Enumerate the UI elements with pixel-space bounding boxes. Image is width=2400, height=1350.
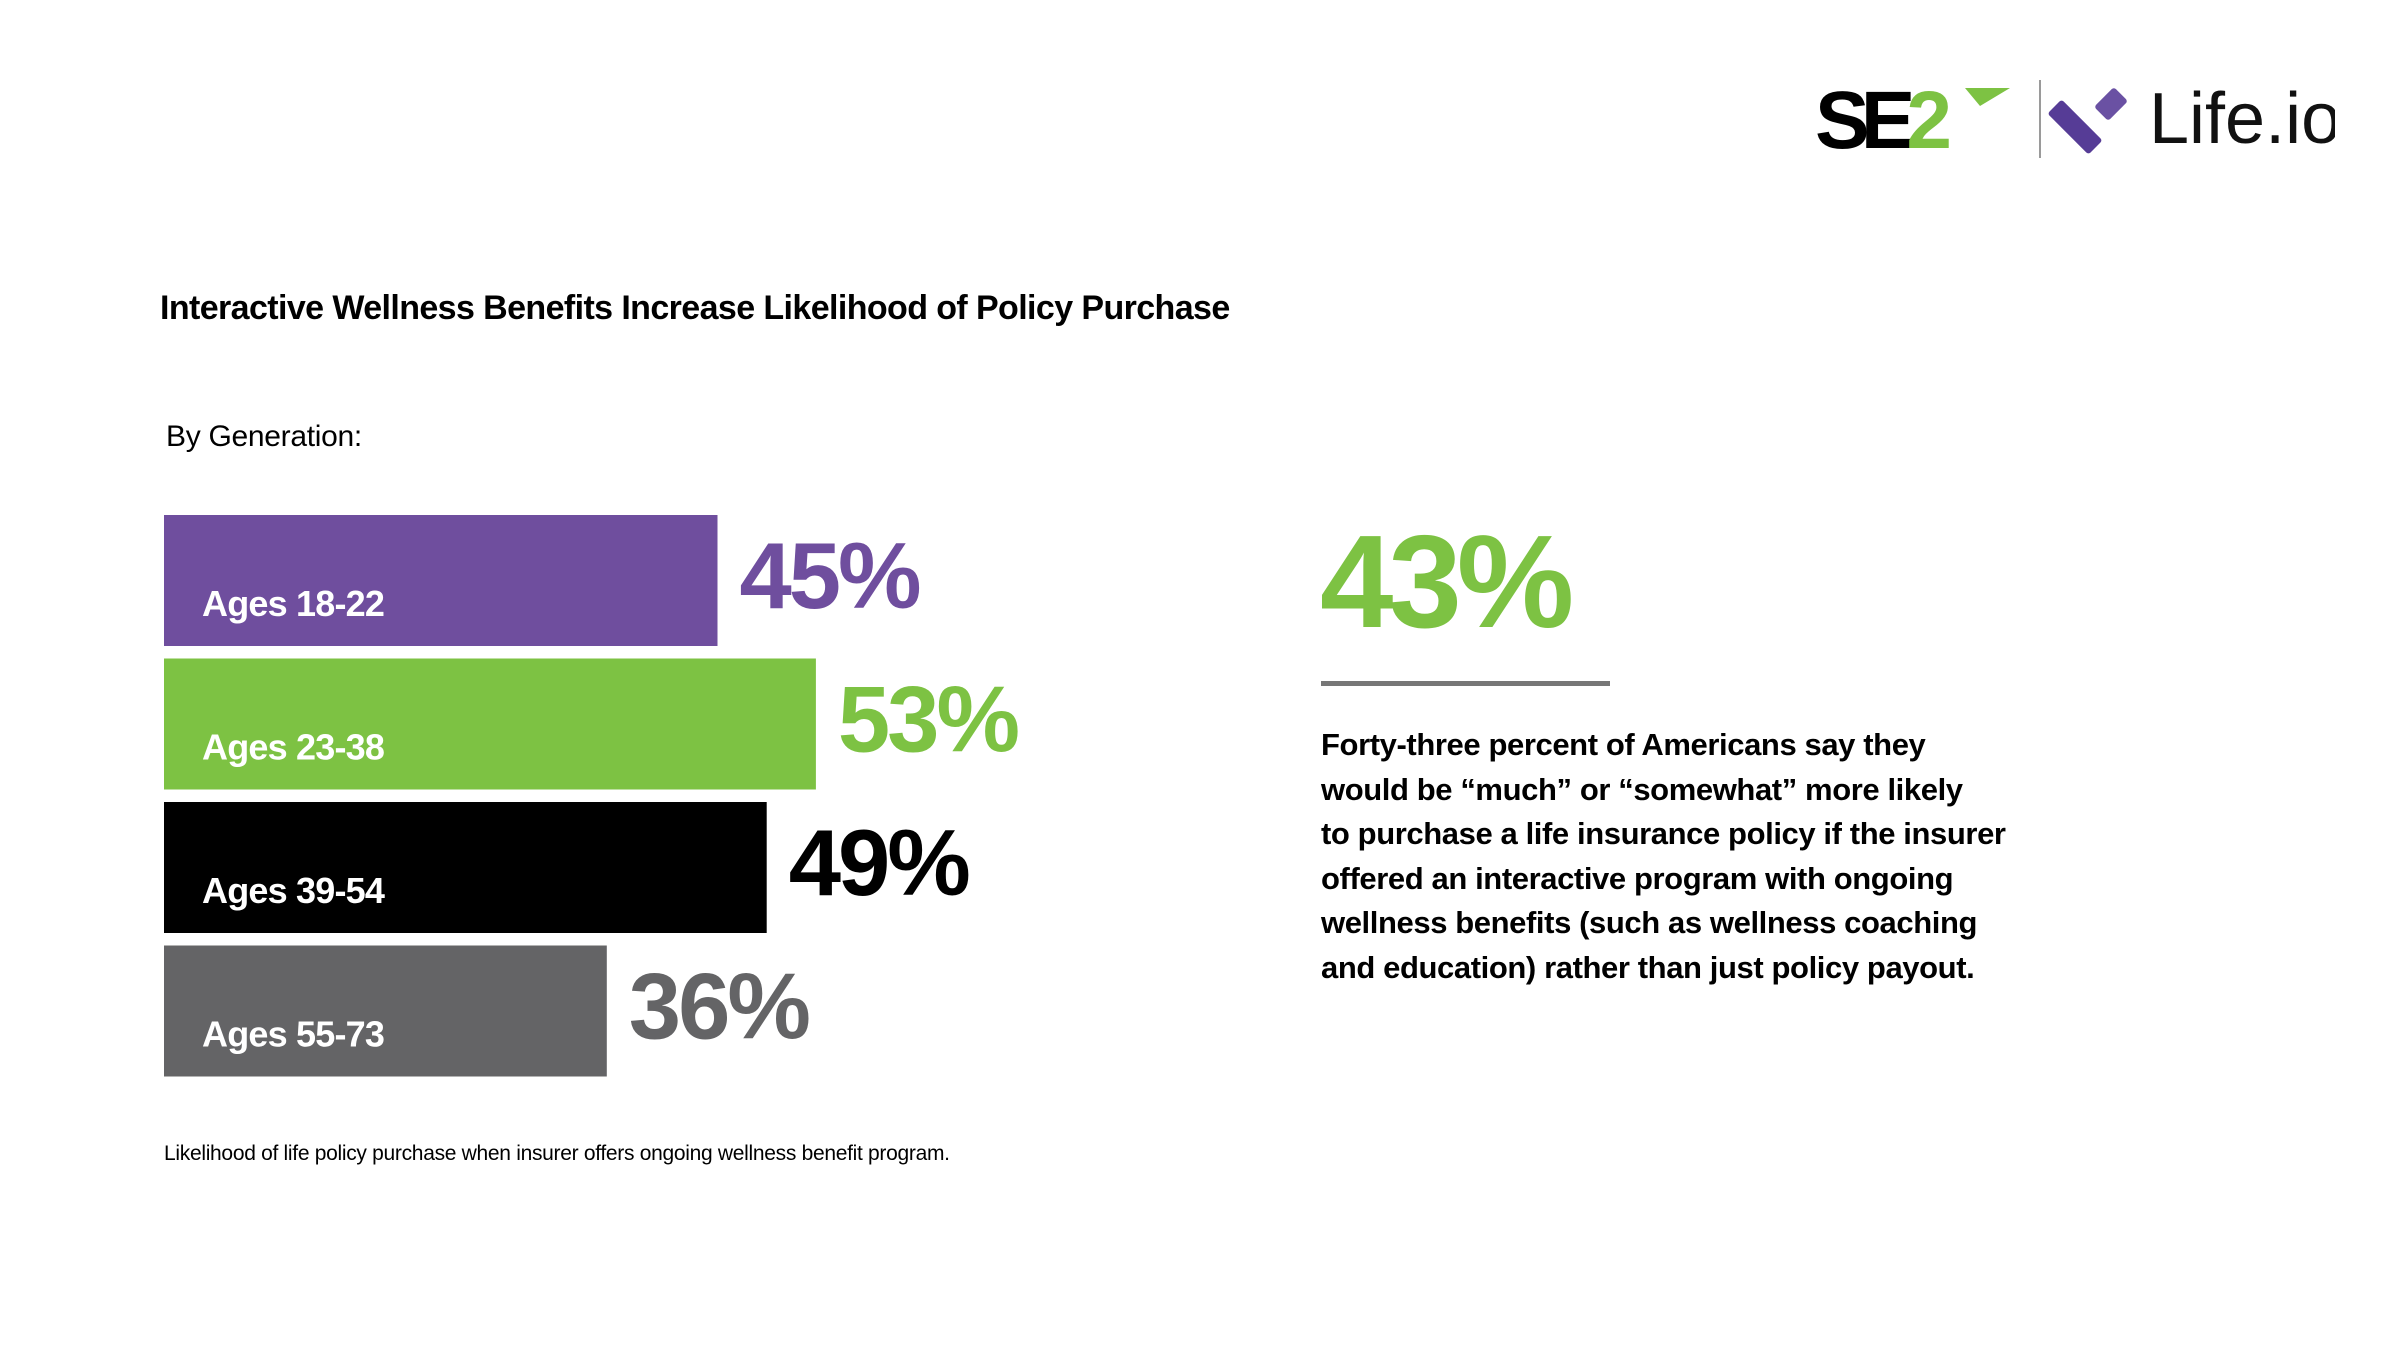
callout-line: offered an interactive program with ongo… xyxy=(1321,860,1954,896)
bar-1 xyxy=(164,515,718,646)
callout-stat: 43% xyxy=(1320,508,1574,655)
callout-line: Forty-three percent of Americans say the… xyxy=(1321,727,1926,762)
chart-footnote: Likelihood of life policy purchase when … xyxy=(164,1142,950,1165)
se2-logo-arrow-icon xyxy=(1965,88,2010,106)
bar-value-label: 49% xyxy=(789,810,970,915)
bar-category-label: Ages 55-73 xyxy=(202,1014,384,1055)
heart-logo-icon xyxy=(2048,88,2127,154)
callout-line: would be “much” or “somewhat” more likel… xyxy=(1321,771,1963,807)
callout-divider xyxy=(1321,681,1610,686)
bar-2 xyxy=(164,658,816,790)
bar-category-label: Ages 23-38 xyxy=(202,727,384,768)
life-io-wordmark: Life.io xyxy=(2149,79,2335,159)
logo-divider xyxy=(2039,80,2041,158)
callout-paragraph: Forty-three percent of Americans say the… xyxy=(1321,723,2101,990)
bar-value-label: 36% xyxy=(629,954,810,1059)
chart-title: Interactive Wellness Benefits Increase L… xyxy=(160,289,1230,327)
callout-line: to purchase a life insurance policy if t… xyxy=(1321,816,2006,851)
bar-3 xyxy=(164,802,767,933)
bar-category-label: Ages 18-22 xyxy=(202,583,384,624)
callout-line: and education) rather than just policy p… xyxy=(1321,949,1975,985)
callout-line: wellness benefits (such as wellness coac… xyxy=(1321,905,1978,940)
bar-category-label: Ages 39-54 xyxy=(202,870,385,911)
brand-logos: SE2 Life.io xyxy=(1815,78,2335,160)
life-io-logo: Life.io xyxy=(2048,79,2335,159)
bar-4 xyxy=(164,945,607,1077)
bar-value-label: 45% xyxy=(740,523,921,628)
bar-value-label: 53% xyxy=(838,667,1019,772)
chart-subtitle: By Generation: xyxy=(166,420,362,453)
